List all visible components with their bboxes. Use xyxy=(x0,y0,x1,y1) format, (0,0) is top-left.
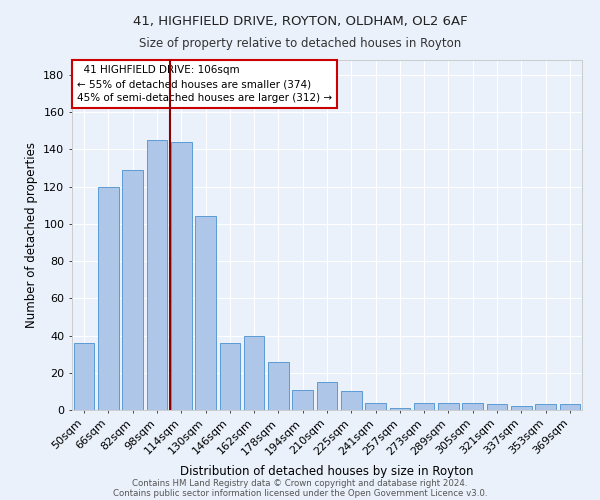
Bar xyxy=(98,186,119,410)
Bar xyxy=(220,343,240,410)
Text: 41, HIGHFIELD DRIVE, ROYTON, OLDHAM, OL2 6AF: 41, HIGHFIELD DRIVE, ROYTON, OLDHAM, OL2… xyxy=(133,15,467,28)
Text: Size of property relative to detached houses in Royton: Size of property relative to detached ho… xyxy=(139,38,461,51)
Bar xyxy=(365,402,386,410)
Text: Contains public sector information licensed under the Open Government Licence v3: Contains public sector information licen… xyxy=(113,488,487,498)
Bar xyxy=(171,142,191,410)
Bar xyxy=(268,362,289,410)
Bar xyxy=(74,343,94,410)
Bar xyxy=(122,170,143,410)
Bar xyxy=(244,336,265,410)
Y-axis label: Number of detached properties: Number of detached properties xyxy=(25,142,38,328)
Text: Contains HM Land Registry data © Crown copyright and database right 2024.: Contains HM Land Registry data © Crown c… xyxy=(132,478,468,488)
Bar xyxy=(195,216,216,410)
Text: 41 HIGHFIELD DRIVE: 106sqm
← 55% of detached houses are smaller (374)
45% of sem: 41 HIGHFIELD DRIVE: 106sqm ← 55% of deta… xyxy=(77,66,332,104)
Bar xyxy=(438,402,459,410)
X-axis label: Distribution of detached houses by size in Royton: Distribution of detached houses by size … xyxy=(180,465,474,478)
Bar xyxy=(535,404,556,410)
Bar xyxy=(487,404,508,410)
Bar xyxy=(511,406,532,410)
Bar xyxy=(341,392,362,410)
Bar xyxy=(463,402,483,410)
Bar xyxy=(317,382,337,410)
Bar xyxy=(414,402,434,410)
Bar xyxy=(146,140,167,410)
Bar xyxy=(560,404,580,410)
Bar xyxy=(292,390,313,410)
Bar xyxy=(389,408,410,410)
